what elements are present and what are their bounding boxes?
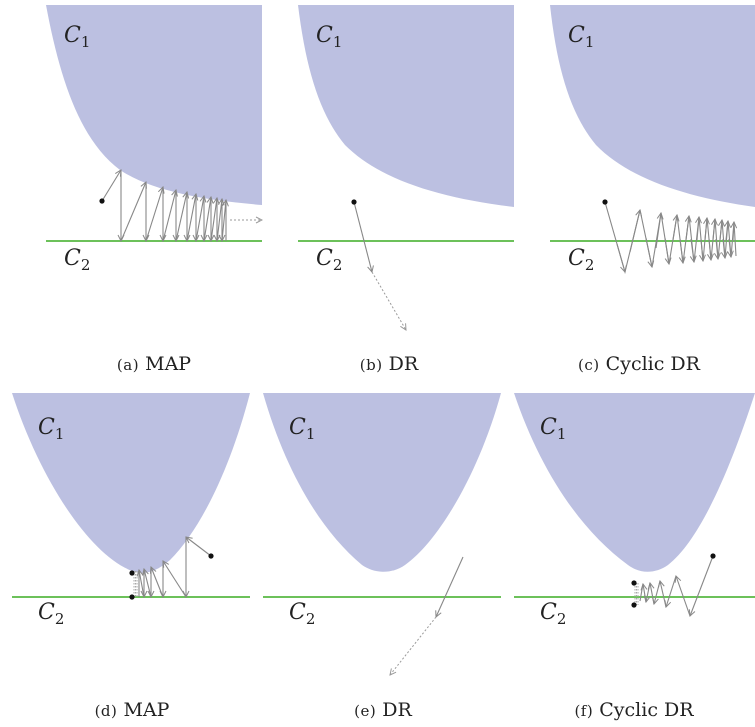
caption-d: (d) MAP [12, 699, 252, 721]
caption-letter: (d) [94, 702, 118, 720]
caption-text: Cyclic DR [605, 353, 700, 375]
set-c1-region [298, 5, 514, 207]
panel-b: C1 C2 [298, 5, 514, 330]
iterate-path [101, 170, 226, 241]
caption-c: (c) Cyclic DR [519, 353, 755, 375]
caption-text: DR [382, 699, 412, 721]
line-label: C2 [540, 600, 566, 628]
limit-point-c1 [129, 570, 135, 576]
set-c1-region [263, 393, 501, 572]
panel-a: C1 C2 [46, 5, 262, 274]
line-label: C2 [568, 246, 594, 274]
iterate-arrowheads [616, 210, 734, 272]
panel-c: C1 C2 [550, 5, 755, 275]
converged-iterates [634, 583, 639, 605]
line-label: C2 [316, 246, 342, 274]
set-c1-region [12, 393, 250, 573]
caption-text: Cyclic DR [599, 699, 694, 721]
continuation-arrow [371, 271, 406, 330]
set-label: C1 [38, 415, 64, 443]
caption-b: (b) DR [269, 353, 509, 375]
iterate-path [639, 555, 714, 616]
converged-iterates [133, 571, 138, 597]
limit-point-c1 [631, 580, 637, 586]
set-label: C1 [64, 23, 90, 51]
set-label: C1 [289, 415, 315, 443]
line-label: C2 [289, 600, 315, 628]
limit-point-c2 [129, 594, 135, 600]
set-label: C1 [540, 415, 566, 443]
caption-e: (e) DR [263, 699, 503, 721]
set-c1-region [46, 5, 262, 205]
start-point [208, 553, 214, 559]
continuation-arrow [390, 616, 437, 675]
caption-a: (a) MAP [34, 353, 274, 375]
panel-e: C1 C2 [263, 393, 501, 675]
set-label: C1 [568, 23, 594, 51]
iterate-arrow [436, 556, 464, 617]
set-label: C1 [316, 23, 342, 51]
limit-point-c2 [631, 602, 637, 608]
line-label: C2 [64, 246, 90, 274]
set-c1-region [550, 5, 755, 207]
caption-letter: (c) [578, 356, 600, 374]
caption-letter: (f) [574, 702, 594, 720]
caption-letter: (b) [359, 356, 383, 374]
iterate-path [604, 201, 737, 275]
start-point [602, 199, 608, 205]
start-point [351, 199, 357, 205]
caption-text: DR [388, 353, 419, 375]
panel-f: C1 C2 [514, 393, 755, 628]
caption-text: MAP [145, 353, 192, 375]
iterate-arrow [353, 201, 372, 272]
set-c1-region [514, 393, 755, 572]
iterate-path [139, 537, 212, 597]
start-point [710, 553, 716, 559]
start-point [99, 198, 105, 204]
caption-letter: (a) [116, 356, 140, 374]
caption-f: (f) Cyclic DR [514, 699, 754, 721]
caption-text: MAP [123, 699, 170, 721]
line-label: C2 [38, 600, 64, 628]
panel-d: C1 C2 [12, 393, 250, 628]
caption-letter: (e) [354, 702, 377, 720]
